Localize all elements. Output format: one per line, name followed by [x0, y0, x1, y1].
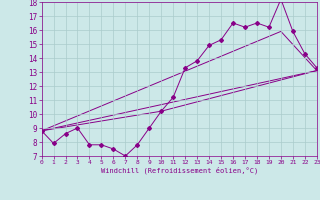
X-axis label: Windchill (Refroidissement éolien,°C): Windchill (Refroidissement éolien,°C) [100, 167, 258, 174]
